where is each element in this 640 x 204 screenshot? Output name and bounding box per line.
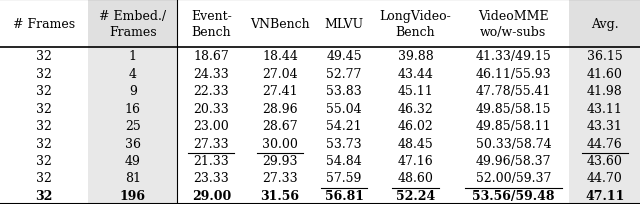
Text: 49.96/58.37: 49.96/58.37 bbox=[476, 154, 551, 167]
Text: 49: 49 bbox=[125, 154, 141, 167]
Bar bbox=[88, 48, 177, 204]
Text: Event-
Bench: Event- Bench bbox=[191, 10, 232, 38]
Text: 29.93: 29.93 bbox=[262, 154, 298, 167]
Text: 53.56/59.48: 53.56/59.48 bbox=[472, 189, 555, 202]
Text: 32: 32 bbox=[36, 172, 52, 184]
Text: 43.31: 43.31 bbox=[587, 120, 623, 132]
Text: 49.85/58.15: 49.85/58.15 bbox=[476, 102, 551, 115]
Text: 53.83: 53.83 bbox=[326, 85, 362, 98]
Text: 41.98: 41.98 bbox=[587, 85, 623, 98]
Text: 47.16: 47.16 bbox=[397, 154, 433, 167]
Text: 52.24: 52.24 bbox=[396, 189, 435, 202]
Text: VideoMME
wo/w-subs: VideoMME wo/w-subs bbox=[478, 10, 548, 38]
Text: 32: 32 bbox=[36, 68, 52, 80]
Text: 32: 32 bbox=[36, 137, 52, 150]
Text: 56.81: 56.81 bbox=[324, 189, 364, 202]
Text: 27.04: 27.04 bbox=[262, 68, 298, 80]
Text: 44.76: 44.76 bbox=[587, 137, 623, 150]
Text: 46.32: 46.32 bbox=[397, 102, 433, 115]
Text: 196: 196 bbox=[120, 189, 146, 202]
Text: 9: 9 bbox=[129, 85, 137, 98]
Text: 27.33: 27.33 bbox=[262, 172, 298, 184]
Text: LongVideo-
Bench: LongVideo- Bench bbox=[380, 10, 451, 38]
Text: 27.33: 27.33 bbox=[193, 137, 229, 150]
Text: # Frames: # Frames bbox=[13, 18, 76, 30]
Bar bbox=[314, 0, 374, 48]
Bar bbox=[570, 48, 640, 204]
Text: 22.33: 22.33 bbox=[193, 85, 229, 98]
Bar bbox=[570, 0, 640, 48]
Text: MLVU: MLVU bbox=[324, 18, 364, 30]
Text: 32: 32 bbox=[36, 102, 52, 115]
Text: 41.33/49.15: 41.33/49.15 bbox=[476, 50, 551, 63]
Text: 27.41: 27.41 bbox=[262, 85, 298, 98]
Bar bbox=[374, 48, 457, 204]
Text: 48.45: 48.45 bbox=[397, 137, 433, 150]
Text: 46.11/55.93: 46.11/55.93 bbox=[476, 68, 551, 80]
Text: 49.45: 49.45 bbox=[326, 50, 362, 63]
Bar bbox=[457, 0, 570, 48]
Text: 20.33: 20.33 bbox=[193, 102, 229, 115]
Text: 54.84: 54.84 bbox=[326, 154, 362, 167]
Text: 43.11: 43.11 bbox=[587, 102, 623, 115]
Text: 23.00: 23.00 bbox=[193, 120, 229, 132]
Text: 43.44: 43.44 bbox=[397, 68, 433, 80]
Text: 21.33: 21.33 bbox=[193, 154, 229, 167]
Bar bbox=[0, 0, 88, 48]
Text: 36.15: 36.15 bbox=[587, 50, 623, 63]
Bar bbox=[177, 0, 246, 48]
Bar bbox=[177, 48, 246, 204]
Bar bbox=[457, 48, 570, 204]
Text: 16: 16 bbox=[125, 102, 141, 115]
Text: 45.11: 45.11 bbox=[397, 85, 433, 98]
Text: 31.56: 31.56 bbox=[260, 189, 300, 202]
Text: 23.33: 23.33 bbox=[193, 172, 229, 184]
Text: 52.00/59.37: 52.00/59.37 bbox=[476, 172, 551, 184]
Text: 55.04: 55.04 bbox=[326, 102, 362, 115]
Text: 49.85/58.11: 49.85/58.11 bbox=[476, 120, 551, 132]
Text: 18.67: 18.67 bbox=[193, 50, 229, 63]
Bar bbox=[314, 48, 374, 204]
Bar bbox=[88, 0, 177, 48]
Text: 29.00: 29.00 bbox=[191, 189, 231, 202]
Text: 32: 32 bbox=[36, 85, 52, 98]
Text: 52.77: 52.77 bbox=[326, 68, 362, 80]
Text: 1: 1 bbox=[129, 50, 137, 63]
Text: 43.60: 43.60 bbox=[587, 154, 623, 167]
Text: 48.60: 48.60 bbox=[397, 172, 433, 184]
Text: 32: 32 bbox=[36, 120, 52, 132]
Text: 32: 32 bbox=[36, 189, 53, 202]
Text: 44.70: 44.70 bbox=[587, 172, 623, 184]
Text: 4: 4 bbox=[129, 68, 137, 80]
Text: 54.21: 54.21 bbox=[326, 120, 362, 132]
Bar bbox=[246, 48, 314, 204]
Text: 32: 32 bbox=[36, 154, 52, 167]
Text: 18.44: 18.44 bbox=[262, 50, 298, 63]
Text: 53.73: 53.73 bbox=[326, 137, 362, 150]
Text: 50.33/58.74: 50.33/58.74 bbox=[476, 137, 551, 150]
Text: 25: 25 bbox=[125, 120, 141, 132]
Text: 28.96: 28.96 bbox=[262, 102, 298, 115]
Text: 47.78/55.41: 47.78/55.41 bbox=[476, 85, 551, 98]
Text: 30.00: 30.00 bbox=[262, 137, 298, 150]
Text: 28.67: 28.67 bbox=[262, 120, 298, 132]
Bar bbox=[246, 0, 314, 48]
Text: 57.59: 57.59 bbox=[326, 172, 362, 184]
Text: VNBench: VNBench bbox=[250, 18, 310, 30]
Bar bbox=[374, 0, 457, 48]
Text: 41.60: 41.60 bbox=[587, 68, 623, 80]
Text: 24.33: 24.33 bbox=[193, 68, 229, 80]
Text: 47.11: 47.11 bbox=[585, 189, 625, 202]
Text: # Embed./
Frames: # Embed./ Frames bbox=[99, 10, 166, 38]
Text: 32: 32 bbox=[36, 50, 52, 63]
Text: Avg.: Avg. bbox=[591, 18, 618, 30]
Text: 81: 81 bbox=[125, 172, 141, 184]
Text: 36: 36 bbox=[125, 137, 141, 150]
Text: 46.02: 46.02 bbox=[397, 120, 433, 132]
Text: 39.88: 39.88 bbox=[397, 50, 433, 63]
Bar bbox=[0, 48, 88, 204]
